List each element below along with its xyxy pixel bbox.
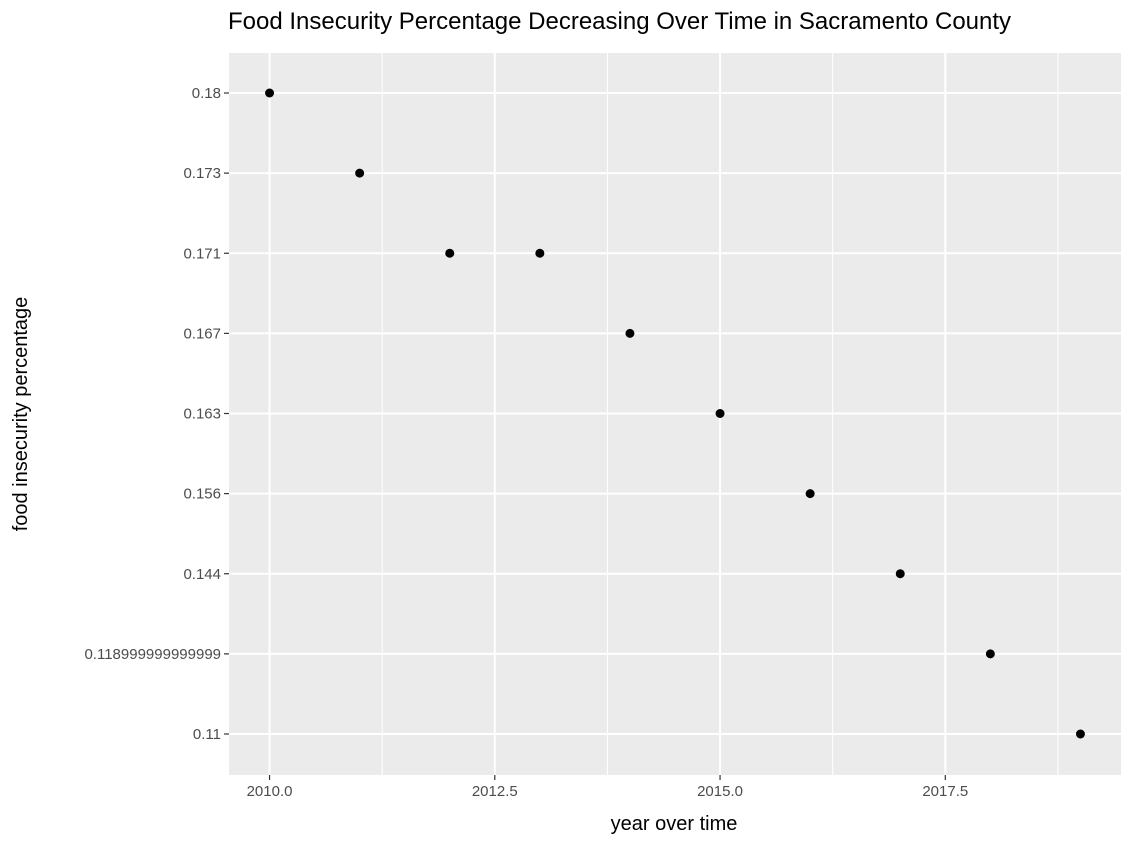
y-tick-label: 0.144 [183, 566, 221, 583]
data-point [445, 248, 455, 258]
data-point [535, 248, 545, 258]
y-axis-title: food insecurity percentage [10, 297, 32, 532]
x-axis-title: year over time [611, 813, 738, 835]
y-tick-label: 0.167 [183, 325, 221, 342]
data-point [265, 88, 275, 98]
chart-title: Food Insecurity Percentage Decreasing Ov… [228, 8, 1011, 35]
data-point [715, 409, 725, 418]
y-tick-label: 0.173 [183, 165, 221, 182]
data-point [1075, 729, 1085, 739]
data-point [355, 168, 365, 178]
gridlines [229, 53, 1121, 775]
y-tick-label: 0.163 [183, 406, 221, 423]
y-tick-label: 0.11 [193, 726, 221, 743]
y-tick-label: 0.18 [192, 85, 221, 102]
data-point [895, 569, 905, 579]
y-tick-label: 0.156 [183, 486, 221, 503]
x-tick-label: 2010.0 [247, 783, 293, 800]
y-tick-label: 0.118999999999999 [84, 646, 221, 663]
axis-ticks: 2010.0 2012.5 2015.0 2017.5 0.11 0.1189999999… [84, 85, 968, 800]
y-tick-label: 0.171 [183, 245, 221, 262]
x-tick-label: 2015.0 [697, 783, 743, 800]
x-tick-label: 2012.5 [472, 783, 518, 800]
data-point [805, 489, 815, 499]
data-point [985, 649, 995, 659]
data-points [265, 88, 1085, 739]
x-tick-label: 2017.5 [922, 783, 968, 800]
data-point [625, 328, 635, 338]
